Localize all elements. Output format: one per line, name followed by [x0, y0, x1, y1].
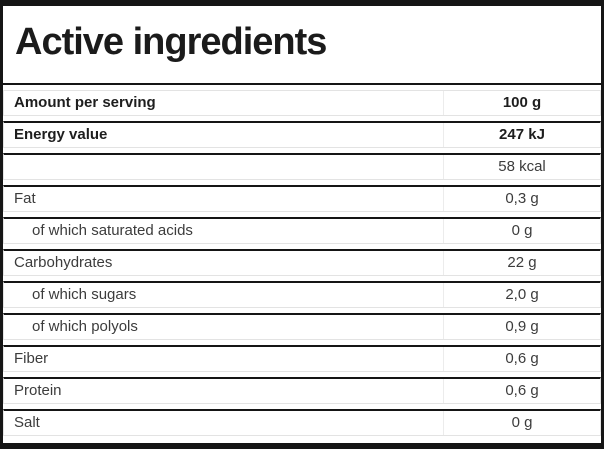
row-value: 100 g [443, 91, 600, 115]
table-row: Protein 0,6 g [3, 377, 601, 404]
row-value: 2,0 g [443, 283, 600, 307]
row-label [4, 155, 443, 179]
row-label: Amount per serving [14, 94, 156, 111]
row-label: of which sugars [32, 286, 137, 303]
row-value: 247 kJ [443, 123, 600, 147]
row-label: Energy value [14, 126, 108, 143]
table-row: of which polyols 0,9 g [3, 313, 601, 340]
row-value: 0,9 g [443, 315, 600, 339]
table-row: Energy value 247 kJ [3, 121, 601, 148]
table-row: of which sugars 2,0 g [3, 281, 601, 308]
row-label: Protein [14, 382, 62, 399]
row-label: Salt [14, 414, 40, 431]
row-label: Fat [14, 190, 36, 207]
panel-title: Active ingredients [3, 6, 601, 85]
row-value: 0,3 g [443, 187, 600, 211]
row-value: 0 g [443, 219, 600, 243]
table-row: of which saturated acids 0 g [3, 217, 601, 244]
table-row: Fat 0,3 g [3, 185, 601, 212]
row-label: Carbohydrates [14, 254, 113, 271]
row-value: 22 g [443, 251, 600, 275]
row-value: 0,6 g [443, 379, 600, 403]
row-value: 0,6 g [443, 347, 600, 371]
row-label: of which saturated acids [32, 222, 193, 239]
table-row: Amount per serving 100 g [3, 90, 601, 116]
row-value: 0 g [443, 411, 600, 435]
table-row: Salt 0 g [3, 409, 601, 436]
nutrition-table: Amount per serving 100 g Energy value 24… [3, 85, 601, 436]
table-row: Fiber 0,6 g [3, 345, 601, 372]
row-label: Fiber [14, 350, 49, 367]
table-row: 58 kcal [3, 153, 601, 180]
row-value: 58 kcal [443, 155, 600, 179]
table-row: Carbohydrates 22 g [3, 249, 601, 276]
row-label: of which polyols [32, 318, 138, 335]
